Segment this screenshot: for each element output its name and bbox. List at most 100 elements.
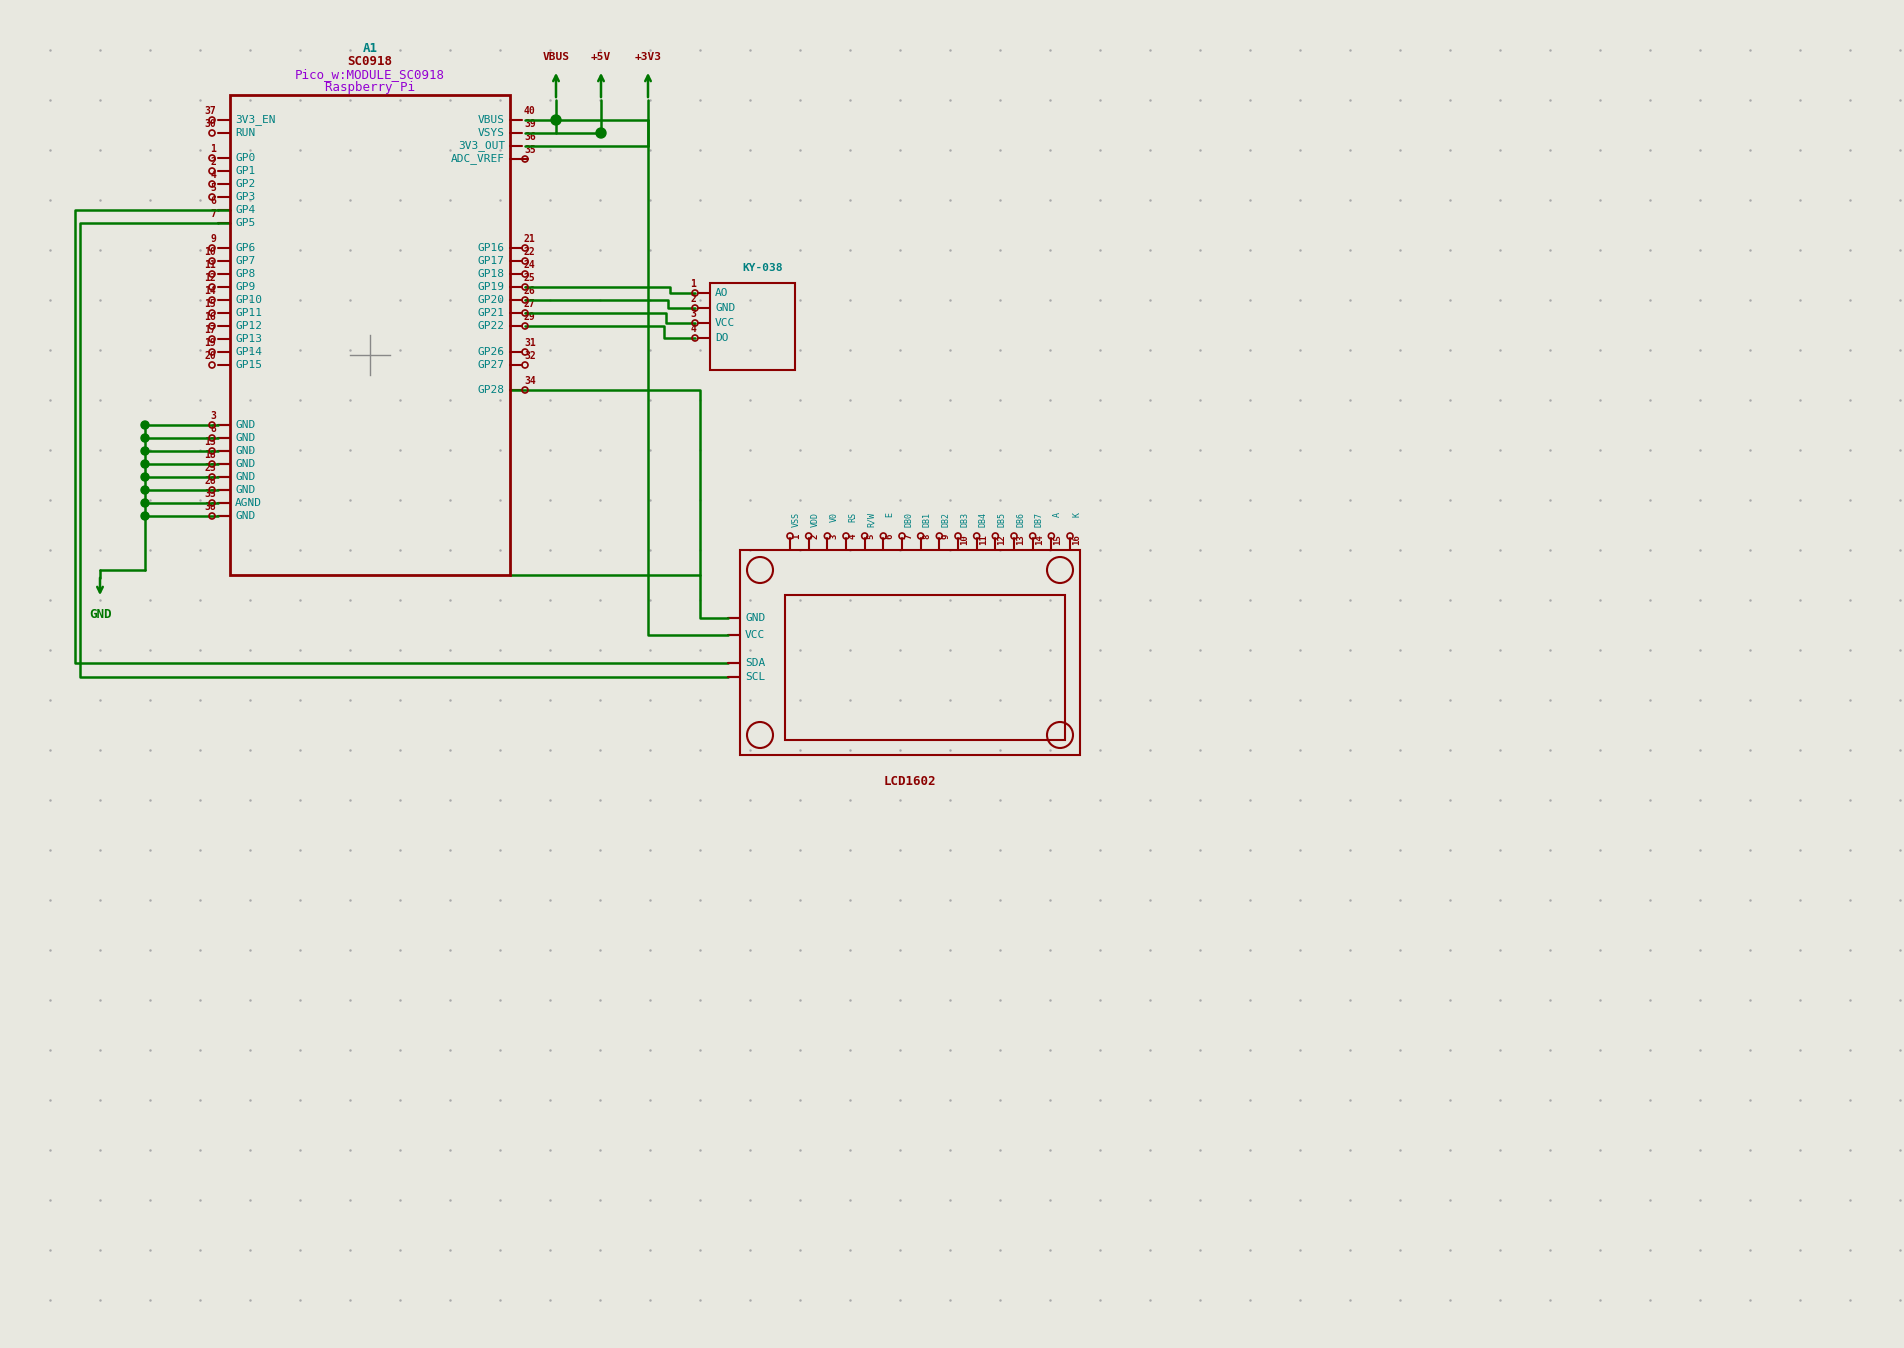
Text: GP11: GP11 xyxy=(234,307,263,318)
Text: 9: 9 xyxy=(941,534,950,539)
Text: 22: 22 xyxy=(524,247,535,257)
Text: 36: 36 xyxy=(524,132,535,142)
Text: AGND: AGND xyxy=(234,497,263,508)
Text: GP4: GP4 xyxy=(234,205,255,214)
Bar xyxy=(710,283,796,369)
Text: A1: A1 xyxy=(362,42,377,55)
Circle shape xyxy=(141,487,149,493)
Text: 34: 34 xyxy=(524,376,535,386)
Text: 24: 24 xyxy=(524,260,535,270)
Text: GP13: GP13 xyxy=(234,334,263,344)
Text: GP5: GP5 xyxy=(234,218,255,228)
Text: 10: 10 xyxy=(204,247,215,257)
Text: 4: 4 xyxy=(209,170,215,181)
Text: DB7: DB7 xyxy=(1034,512,1043,527)
Text: GND: GND xyxy=(716,303,735,313)
Text: GP10: GP10 xyxy=(234,295,263,305)
Circle shape xyxy=(550,115,562,125)
Text: 4: 4 xyxy=(847,534,857,539)
Text: GND: GND xyxy=(234,446,255,456)
Text: DB5: DB5 xyxy=(998,512,1007,527)
Text: GND: GND xyxy=(234,472,255,483)
Text: 38: 38 xyxy=(204,501,215,512)
Text: +5V: +5V xyxy=(590,53,611,62)
Text: 14: 14 xyxy=(204,286,215,297)
Text: GP17: GP17 xyxy=(478,256,505,266)
Text: GND: GND xyxy=(234,421,255,430)
Text: 28: 28 xyxy=(204,476,215,487)
Text: GP28: GP28 xyxy=(478,386,505,395)
Text: VSYS: VSYS xyxy=(478,128,505,137)
Text: A: A xyxy=(1053,512,1062,518)
Text: R/W: R/W xyxy=(866,512,876,527)
Text: VCC: VCC xyxy=(744,630,765,640)
Text: 11: 11 xyxy=(979,534,988,545)
Text: 13: 13 xyxy=(1017,534,1024,545)
Bar xyxy=(784,594,1064,740)
Text: DB2: DB2 xyxy=(941,512,950,527)
Text: GP6: GP6 xyxy=(234,243,255,253)
Text: DB0: DB0 xyxy=(904,512,914,527)
Circle shape xyxy=(141,460,149,468)
Text: 15: 15 xyxy=(204,299,215,309)
Text: V0: V0 xyxy=(830,512,838,522)
Text: SDA: SDA xyxy=(744,658,765,669)
Text: E: E xyxy=(885,512,895,518)
Text: 32: 32 xyxy=(524,350,535,361)
Text: Raspberry Pi: Raspberry Pi xyxy=(326,81,415,94)
Text: SC0918: SC0918 xyxy=(348,55,392,67)
Text: GND: GND xyxy=(234,485,255,495)
Text: 13: 13 xyxy=(204,437,215,448)
Text: GP21: GP21 xyxy=(478,307,505,318)
Text: GP2: GP2 xyxy=(234,179,255,189)
Text: VBUS: VBUS xyxy=(478,115,505,125)
Text: 19: 19 xyxy=(204,338,215,348)
Text: VSS: VSS xyxy=(792,512,802,527)
Text: GP0: GP0 xyxy=(234,154,255,163)
Text: 25: 25 xyxy=(524,274,535,283)
Text: DB1: DB1 xyxy=(923,512,931,527)
Bar xyxy=(741,550,1080,755)
Text: 2: 2 xyxy=(689,294,697,305)
Text: DO: DO xyxy=(716,333,729,342)
Text: 21: 21 xyxy=(524,235,535,244)
Text: GP9: GP9 xyxy=(234,282,255,293)
Text: 3V3_OUT: 3V3_OUT xyxy=(457,140,505,151)
Text: 33: 33 xyxy=(204,489,215,499)
Text: 7: 7 xyxy=(209,209,215,218)
Text: GP19: GP19 xyxy=(478,282,505,293)
Text: 39: 39 xyxy=(524,119,535,129)
Text: GND: GND xyxy=(234,460,255,469)
Text: 7: 7 xyxy=(904,534,914,539)
Text: 6: 6 xyxy=(885,534,895,539)
Text: 3: 3 xyxy=(689,309,697,319)
Text: GND: GND xyxy=(234,511,255,520)
Text: GP8: GP8 xyxy=(234,270,255,279)
Text: +3V3: +3V3 xyxy=(634,53,661,62)
Text: VBUS: VBUS xyxy=(543,53,569,62)
Text: GP3: GP3 xyxy=(234,191,255,202)
Text: 27: 27 xyxy=(524,299,535,309)
Text: KY-038: KY-038 xyxy=(743,263,783,274)
Text: 23: 23 xyxy=(204,462,215,473)
Text: VDD: VDD xyxy=(811,512,819,527)
Text: 2: 2 xyxy=(209,156,215,167)
Text: SCL: SCL xyxy=(744,673,765,682)
Text: 31: 31 xyxy=(524,338,535,348)
Text: DB3: DB3 xyxy=(960,512,969,527)
Text: 20: 20 xyxy=(204,350,215,361)
Text: 35: 35 xyxy=(524,146,535,155)
Text: 1: 1 xyxy=(689,279,697,288)
Text: 12: 12 xyxy=(998,534,1007,545)
Text: 4: 4 xyxy=(689,324,697,334)
Circle shape xyxy=(141,512,149,520)
Text: 3V3_EN: 3V3_EN xyxy=(234,115,276,125)
Bar xyxy=(230,94,510,576)
Text: ADC_VREF: ADC_VREF xyxy=(451,154,505,164)
Text: 3: 3 xyxy=(830,534,838,539)
Text: RS: RS xyxy=(847,512,857,522)
Circle shape xyxy=(141,434,149,442)
Text: GP15: GP15 xyxy=(234,360,263,369)
Text: DB6: DB6 xyxy=(1017,512,1024,527)
Text: 8: 8 xyxy=(923,534,931,539)
